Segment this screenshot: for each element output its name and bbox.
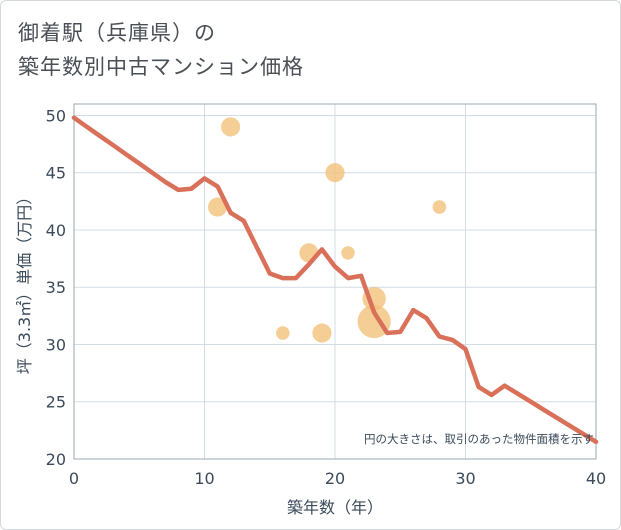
bubble-size-note: 円の大きさは、取引のあった物件面積を示す (364, 432, 594, 446)
bubble-point-1 (221, 117, 241, 137)
bubble-point-0 (207, 197, 228, 217)
y-tick-label-25: 25 (46, 393, 66, 412)
y-tick-label-50: 50 (46, 106, 66, 125)
bubble-point-8 (357, 305, 391, 339)
plot-border (73, 103, 597, 460)
bubble-point-6 (341, 246, 355, 260)
x-axis-label: 築年数（年） (287, 498, 383, 517)
x-tick-label-30: 30 (455, 469, 475, 488)
bubble-point-4 (312, 323, 332, 343)
x-tick-label-0: 0 (69, 469, 79, 488)
title-line-2: 築年数別中古マンション価格 (18, 55, 304, 79)
chart-title: 御着駅（兵庫県）の 築年数別中古マンション価格 (18, 16, 304, 84)
axis-ticks: 0 10 20 30 40 20 25 30 35 40 45 50 (46, 106, 607, 488)
y-tick-label-45: 45 (46, 164, 66, 183)
bubble-point-2 (276, 326, 290, 340)
bubble-point-9 (432, 200, 447, 214)
y-tick-label-40: 40 (46, 221, 66, 240)
title-line-1: 御着駅（兵庫県）の (18, 21, 216, 45)
y-axis-label: 坪（3.3㎡）単価（万円） (15, 189, 34, 374)
y-tick-label-30: 30 (46, 335, 66, 354)
x-tick-label-10: 10 (194, 469, 214, 488)
y-tick-label-35: 35 (46, 278, 66, 297)
average-price-line (71, 115, 599, 445)
x-tick-label-20: 20 (325, 469, 345, 488)
grid-lines (73, 104, 597, 460)
x-tick-label-40: 40 (586, 469, 606, 488)
price-line-layer (71, 115, 599, 445)
bubble-point-5 (325, 163, 345, 183)
y-tick-label-20: 20 (46, 450, 66, 469)
